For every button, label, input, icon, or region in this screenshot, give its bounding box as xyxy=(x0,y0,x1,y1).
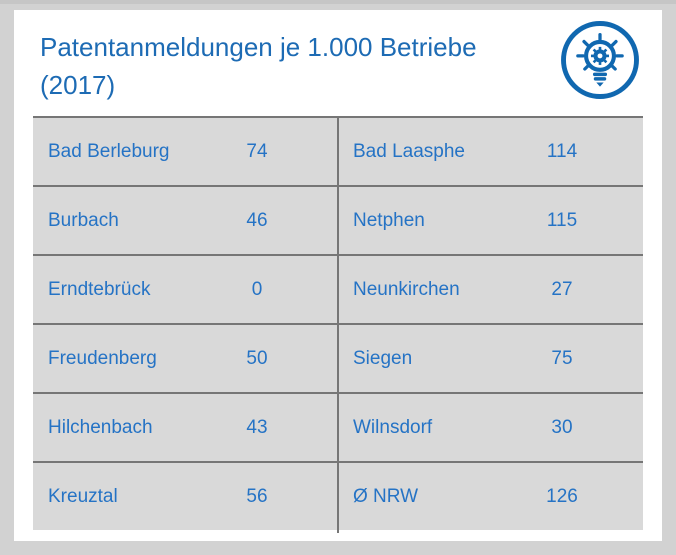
municipality-value: 30 xyxy=(551,416,573,438)
municipality-label: Bad Berleburg xyxy=(48,140,170,162)
municipality-label: Burbach xyxy=(48,209,119,231)
table-cell: Wilnsdorf 30 xyxy=(338,394,643,461)
municipality-label: Siegen xyxy=(353,347,413,369)
table-row: Freudenberg 50 Siegen 75 xyxy=(33,325,643,394)
patent-data-table: Bad Berleburg 74 Bad Laasphe 114 Burbach… xyxy=(33,116,643,533)
table-cell: Bad Berleburg 74 xyxy=(33,118,338,185)
municipality-label: Erndtebrück xyxy=(48,278,151,300)
page-title-line-1: Patentanmeldungen je 1.000 Betriebe xyxy=(40,32,477,62)
frame-top-edge xyxy=(0,0,676,4)
municipality-label: Neunkirchen xyxy=(353,278,460,300)
municipality-label: Kreuztal xyxy=(48,485,118,507)
table-row: Kreuztal 56 Ø NRW 126 xyxy=(33,463,643,530)
column-divider xyxy=(337,118,339,533)
table-row: Burbach 46 Netphen 115 xyxy=(33,187,643,256)
municipality-label: Netphen xyxy=(353,209,425,231)
municipality-value: 43 xyxy=(246,416,268,438)
municipality-value: 114 xyxy=(546,140,578,162)
page-title-line-2: (2017) xyxy=(40,70,116,100)
table-cell: Siegen 75 xyxy=(338,325,643,392)
municipality-value: 0 xyxy=(251,278,263,300)
municipality-label: Freudenberg xyxy=(48,347,157,369)
table-cell: Hilchenbach 43 xyxy=(33,394,338,461)
municipality-value: 56 xyxy=(246,485,268,507)
table-cell: Ø NRW 126 xyxy=(338,463,643,530)
header: Patentanmeldungen je 1.000 Betriebe (201… xyxy=(33,21,643,104)
municipality-label: Wilnsdorf xyxy=(353,416,433,438)
table-cell: Netphen 115 xyxy=(338,187,643,254)
infographic-card: Patentanmeldungen je 1.000 Betriebe (201… xyxy=(14,10,662,541)
lightbulb-gear-icon xyxy=(559,19,641,101)
table-row: Bad Berleburg 74 Bad Laasphe 114 xyxy=(33,118,643,187)
municipality-value: 46 xyxy=(246,209,268,231)
municipality-value: 115 xyxy=(546,209,578,231)
municipality-value: 50 xyxy=(246,347,268,369)
municipality-value: 74 xyxy=(246,140,268,162)
municipality-value: 27 xyxy=(551,278,573,300)
municipality-label: Ø NRW xyxy=(353,485,419,507)
municipality-value: 75 xyxy=(551,347,573,369)
table-cell: Kreuztal 56 xyxy=(33,463,338,530)
municipality-value: 126 xyxy=(546,485,578,507)
municipality-label: Bad Laasphe xyxy=(353,140,465,162)
table-cell: Burbach 46 xyxy=(33,187,338,254)
table-cell: Erndtebrück 0 xyxy=(33,256,338,323)
table-cell: Bad Laasphe 114 xyxy=(338,118,643,185)
table-cell: Neunkirchen 27 xyxy=(338,256,643,323)
table-cell: Freudenberg 50 xyxy=(33,325,338,392)
municipality-label: Hilchenbach xyxy=(48,416,153,438)
